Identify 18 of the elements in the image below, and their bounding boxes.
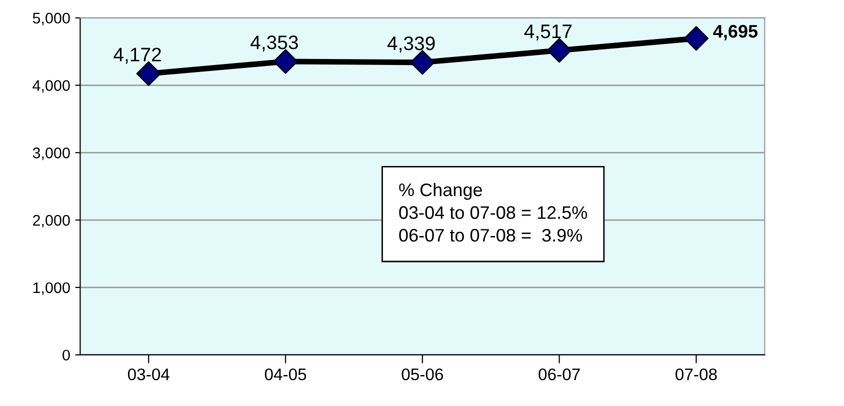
y-tick-label: 4,000 xyxy=(32,80,70,93)
y-tick-label: 2,000 xyxy=(33,214,70,228)
x-tick-label: 07-08 xyxy=(676,368,717,380)
x-tick-label: 04-05 xyxy=(264,368,306,380)
data-label: 4,339 xyxy=(387,36,435,53)
data-label: 4,172 xyxy=(114,48,161,64)
y-tick-label: 3,000 xyxy=(32,148,70,160)
data-label: 4,695 xyxy=(713,24,758,40)
x-tick-label: 03-04 xyxy=(128,368,170,380)
x-tick-label: 06-07 xyxy=(538,368,580,380)
annotation: % Change 03-04 to 07-08 = 12.5% 06-07 to 07-08 = 3.9% xyxy=(399,182,588,242)
data-label: 4,517 xyxy=(524,24,572,41)
point xyxy=(684,26,709,51)
data-label: 4,353 xyxy=(250,36,298,52)
y-tick-label: 5,000 xyxy=(32,12,70,26)
y-tick-label: 1,000 xyxy=(33,282,70,295)
x-tick-label: 05-06 xyxy=(402,368,444,380)
y-tick-label: 0 xyxy=(62,350,70,361)
